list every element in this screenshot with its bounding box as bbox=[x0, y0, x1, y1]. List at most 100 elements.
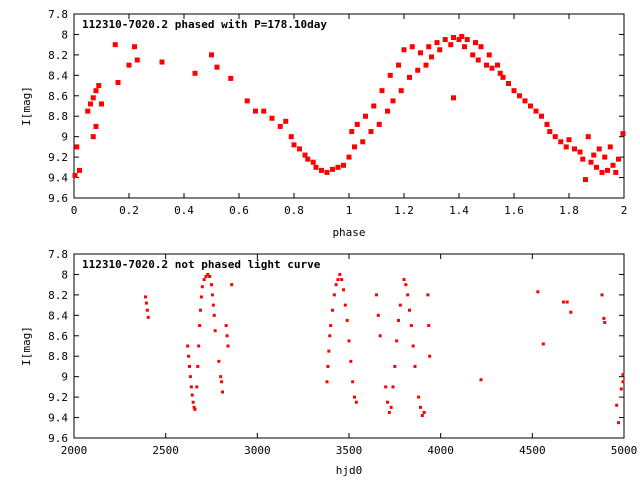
unphased-x-tick-label: 2000 bbox=[61, 444, 88, 457]
phased-chart-title: 112310-7020.2 phased with P=178.10day bbox=[82, 18, 327, 31]
phased-data-point bbox=[291, 142, 297, 148]
phased-data-point bbox=[620, 131, 626, 137]
unphased-data-point bbox=[404, 283, 408, 287]
phased-data-point bbox=[588, 159, 594, 165]
phased-data-point bbox=[459, 33, 465, 39]
phased-data-point bbox=[583, 177, 588, 183]
unphased-x-tick-label: 4500 bbox=[519, 444, 546, 457]
phased-x-tick-label: 1.2 bbox=[394, 204, 414, 217]
phased-data-point bbox=[566, 137, 572, 143]
unphased-chart-title: 112310-7020.2 not phased light curve bbox=[82, 258, 321, 271]
unphased-data-point bbox=[619, 387, 623, 391]
unphased-y-tick-label: 9.4 bbox=[48, 412, 68, 425]
unphased-data-point bbox=[375, 293, 378, 297]
phased-data-point bbox=[602, 154, 608, 160]
unphased-data-point bbox=[197, 344, 201, 348]
unphased-data-point bbox=[427, 324, 431, 328]
phased-y-tick-label: 8 bbox=[61, 28, 68, 41]
phased-data-point bbox=[115, 79, 121, 85]
phased-data-point bbox=[368, 129, 374, 135]
phased-data-point bbox=[418, 50, 423, 56]
unphased-data-point bbox=[541, 342, 545, 346]
phased-data-point bbox=[93, 88, 99, 94]
phased-data-point bbox=[396, 62, 401, 68]
phased-y-axis-label: I[mag] bbox=[20, 86, 33, 126]
phased-data-point bbox=[464, 37, 470, 43]
unphased-data-point bbox=[565, 300, 569, 304]
unphased-data-point bbox=[328, 334, 332, 338]
unphased-data-point bbox=[195, 385, 199, 389]
unphased-y-tick-label: 9.2 bbox=[48, 391, 68, 404]
phased-x-tick-label: 1.8 bbox=[559, 204, 579, 217]
phased-data-point bbox=[132, 44, 137, 50]
phased-data-point bbox=[486, 52, 492, 58]
phased-data-point bbox=[558, 139, 564, 145]
phased-data-point bbox=[209, 52, 214, 58]
phased-data-point bbox=[591, 152, 597, 158]
phased-data-point bbox=[547, 129, 553, 135]
phased-ticks: 0 0.2 0.4 0.6 0.8 1 1.2 1.4 1.6 1.8 2 7.8 8 8.2 8.4 8.6… bbox=[48, 8, 627, 217]
unphased-data-point bbox=[417, 395, 421, 399]
unphased-data-point bbox=[221, 390, 224, 394]
unphased-data-point bbox=[190, 393, 194, 397]
unphased-data-point bbox=[144, 295, 147, 299]
phased-data-point bbox=[401, 47, 407, 53]
phased-data-point bbox=[456, 37, 462, 43]
unphased-data-point bbox=[409, 324, 413, 328]
unphased-x-tick-label: 2500 bbox=[152, 444, 179, 457]
unphased-data-point bbox=[336, 278, 340, 282]
phased-y-tick-label: 7.8 bbox=[48, 8, 68, 21]
unphased-data-point bbox=[188, 364, 191, 368]
phased-data-point bbox=[354, 121, 360, 127]
unphased-data-point bbox=[419, 405, 422, 409]
phased-data-point bbox=[415, 67, 421, 73]
unphased-data-point bbox=[621, 380, 625, 384]
phased-data-point bbox=[470, 52, 476, 58]
phased-y-tick-label: 8.6 bbox=[48, 90, 68, 103]
phased-data-point bbox=[451, 95, 456, 101]
phased-data-point bbox=[371, 103, 377, 109]
phased-data-point bbox=[572, 146, 577, 152]
phased-data-point bbox=[90, 95, 96, 101]
unphased-data-point bbox=[347, 339, 351, 343]
unphased-y-tick-label: 8.4 bbox=[48, 309, 68, 322]
unphased-data-point bbox=[196, 364, 200, 368]
phased-x-tick-label: 1.4 bbox=[449, 204, 469, 217]
phased-data-point bbox=[607, 144, 613, 150]
phased-data-point bbox=[616, 156, 621, 162]
unphased-data-point bbox=[354, 400, 358, 404]
unphased-data-point bbox=[384, 385, 388, 389]
unphased-data-point bbox=[219, 375, 223, 379]
phased-data-point bbox=[192, 70, 198, 76]
unphased-data-point bbox=[615, 403, 619, 407]
phased-y-tick-label: 8.2 bbox=[48, 49, 68, 62]
phased-data-point bbox=[261, 108, 267, 114]
unphased-y-tick-label: 9 bbox=[61, 371, 68, 384]
unphased-data-point bbox=[226, 344, 230, 348]
phased-data-point bbox=[423, 62, 429, 68]
phased-x-tick-label: 0.6 bbox=[229, 204, 249, 217]
unphased-data-point bbox=[331, 308, 334, 312]
unphased-y-axis-label: I[mag] bbox=[20, 326, 33, 366]
phased-data-point bbox=[346, 154, 352, 160]
phased-data-point bbox=[99, 101, 104, 107]
unphased-data-point bbox=[200, 285, 204, 289]
phased-data-point bbox=[434, 40, 440, 46]
phased-data-point bbox=[277, 123, 283, 129]
phased-x-tick-label: 0.4 bbox=[174, 204, 194, 217]
unphased-data-point bbox=[389, 405, 393, 409]
unphased-data-point bbox=[326, 364, 330, 368]
unphased-y-tick-label: 8.6 bbox=[48, 330, 68, 343]
phased-data-point bbox=[437, 47, 443, 53]
phased-data-point bbox=[96, 83, 102, 89]
phased-x-tick-label: 0.2 bbox=[119, 204, 139, 217]
phased-data-point bbox=[533, 108, 539, 114]
phased-data-point bbox=[599, 169, 605, 175]
unphased-data-point bbox=[351, 380, 355, 384]
phased-data-point bbox=[511, 88, 517, 94]
phased-data-point bbox=[390, 98, 396, 104]
phased-data-point bbox=[297, 146, 302, 152]
unphased-data-point bbox=[376, 313, 380, 317]
unphased-data-point bbox=[406, 293, 410, 297]
phased-data-point bbox=[288, 134, 294, 140]
